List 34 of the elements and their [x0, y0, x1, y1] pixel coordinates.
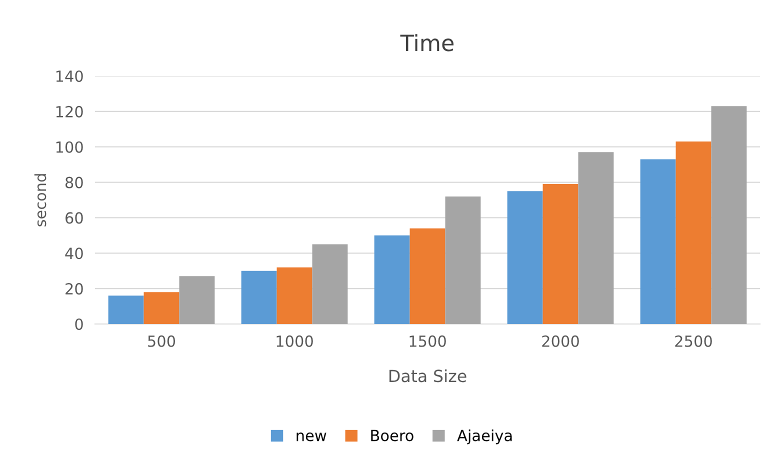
legend-label: new — [296, 432, 326, 442]
legend-label: Boero — [371, 430, 414, 442]
x-tick-label: 2500 — [675, 335, 712, 347]
x-tick-label: 2000 — [542, 335, 579, 347]
bar — [578, 152, 614, 324]
bar — [542, 184, 578, 324]
y-tick-label: 80 — [65, 176, 83, 188]
x-tick-label: 1500 — [410, 335, 446, 347]
y-tick-label: 0 — [75, 318, 83, 330]
y-tick-label: 120 — [56, 106, 83, 118]
legend-label: Ajaeiya — [457, 429, 512, 444]
bar — [241, 270, 277, 324]
bar — [507, 191, 543, 324]
y-axis-title: second — [34, 174, 46, 226]
x-tick-label: 1000 — [276, 335, 313, 347]
bar — [312, 244, 348, 324]
bar — [108, 296, 144, 324]
bar — [374, 235, 410, 324]
y-tick-label: 20 — [66, 283, 83, 295]
bar — [144, 292, 180, 324]
bar — [445, 196, 481, 324]
bar — [676, 142, 712, 324]
bar — [410, 228, 446, 324]
chart-title: Time — [400, 34, 454, 52]
bar — [711, 106, 747, 324]
x-tick-label: 500 — [148, 335, 176, 347]
y-tick-label: 60 — [66, 212, 83, 224]
bar — [640, 159, 676, 324]
y-tick-label: 100 — [56, 141, 83, 153]
y-tick-label: 140 — [56, 70, 83, 82]
y-tick-label: 40 — [65, 248, 83, 260]
bar — [179, 276, 215, 324]
bar — [276, 267, 312, 324]
x-axis-title: Data Size — [389, 369, 466, 382]
